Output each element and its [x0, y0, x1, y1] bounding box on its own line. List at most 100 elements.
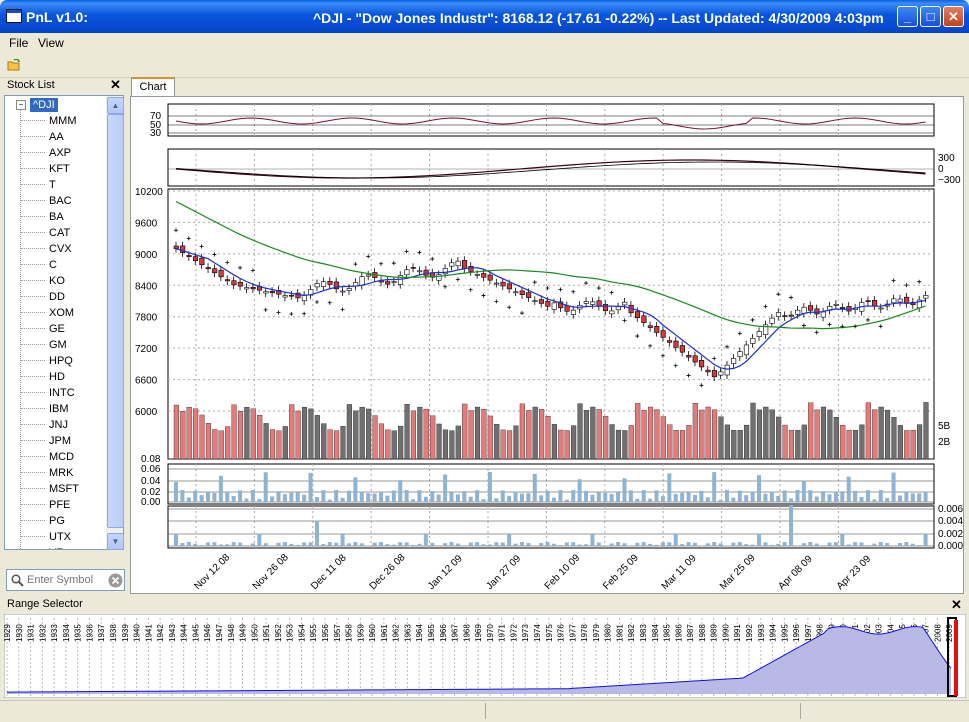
range-year-label: 1954	[297, 624, 306, 642]
title-bar[interactable]: PnL v1.0: ^DJI - "Dow Jones Industr": 81…	[0, 0, 969, 33]
tree-item-stock[interactable]: PFE	[49, 498, 70, 512]
tree-item-stock[interactable]: HD	[49, 370, 65, 384]
indicator-bar	[437, 494, 441, 502]
tree-item-stock[interactable]: MMM	[49, 114, 77, 128]
volume-bar	[187, 407, 192, 459]
scroll-up-arrow-icon[interactable]: ▲	[107, 97, 124, 114]
tree-connector	[21, 360, 45, 361]
volume-bar	[232, 405, 237, 459]
tree-item-stock[interactable]: CVX	[49, 242, 72, 256]
range-year-label: 1945	[191, 624, 200, 642]
volume-bar	[533, 407, 538, 459]
tree-item-stock[interactable]: BA	[49, 210, 64, 224]
range-year-label: 1952	[274, 624, 283, 642]
range-selector-close-button[interactable]: ✕	[951, 597, 962, 613]
tree-item-stock[interactable]: IBM	[49, 402, 69, 416]
tree-item-stock[interactable]: GE	[49, 322, 65, 336]
volume-bar	[430, 416, 435, 459]
menu-file[interactable]: File	[9, 36, 28, 50]
scroll-down-arrow-icon[interactable]: ▼	[107, 533, 124, 550]
volume-bar	[725, 425, 730, 459]
indicator-bar	[328, 500, 332, 502]
tree-item-stock[interactable]: T	[49, 178, 56, 192]
open-folder-icon[interactable]	[7, 59, 21, 71]
tree-item-stock[interactable]: UTX	[49, 530, 71, 544]
range-year-label: 1974	[533, 624, 542, 642]
indicator-tick-label: 0.06	[141, 464, 161, 475]
volume-bar	[661, 417, 666, 459]
indicator-bar	[366, 493, 370, 502]
tree-item-stock[interactable]: MCD	[49, 450, 74, 464]
tree-item-stock[interactable]: CAT	[49, 226, 70, 240]
indicator-bar	[802, 543, 806, 546]
indicator-bar	[680, 493, 684, 502]
tree-connector	[21, 152, 45, 153]
tree-item-stock[interactable]: AA	[49, 130, 64, 144]
stock-list-scrollbar[interactable]: ▲ ▼	[106, 96, 123, 549]
minimize-button[interactable]: _	[897, 6, 918, 27]
volume-bar	[898, 425, 903, 459]
candle	[552, 303, 557, 310]
tree-item-stock[interactable]: C	[49, 258, 57, 272]
candle	[456, 261, 461, 266]
tree-connector	[21, 264, 45, 265]
close-window-button[interactable]: ✕	[943, 6, 964, 27]
maximize-button[interactable]: □	[920, 6, 941, 27]
range-year-label: 1959	[356, 624, 365, 642]
candle	[802, 307, 807, 313]
candle	[405, 270, 410, 275]
indicator-bar	[302, 495, 306, 502]
scroll-thumb[interactable]	[107, 114, 124, 528]
range-year-label: 1944	[180, 624, 189, 642]
candle	[840, 307, 845, 308]
tree-connector	[21, 424, 45, 425]
volume-bar	[693, 403, 698, 459]
tree-item-stock[interactable]: PG	[49, 514, 65, 528]
tree-connector	[21, 232, 45, 233]
tree-item-stock[interactable]: HPQ	[49, 354, 73, 368]
indicator-bar	[533, 474, 537, 502]
indicator-bar	[898, 543, 902, 546]
tree-item-stock[interactable]: GM	[49, 338, 67, 352]
tree-item-stock[interactable]: KO	[49, 274, 65, 288]
indicator-bar	[751, 545, 755, 546]
tree-item-stock[interactable]: DD	[49, 290, 65, 304]
tree-item-stock[interactable]: XOM	[49, 306, 74, 320]
indicator-bar	[398, 480, 402, 502]
volume-bar	[789, 430, 794, 459]
tab-chart[interactable]: Chart	[131, 77, 175, 97]
tree-item-stock[interactable]: BAC	[49, 194, 72, 208]
clear-icon[interactable]	[108, 573, 123, 588]
tree-item-stock[interactable]: VZ	[49, 546, 63, 550]
indicator-bar	[309, 542, 313, 546]
volume-bar	[520, 404, 525, 459]
indicator-bar	[648, 544, 652, 546]
indicator-bar	[821, 491, 825, 502]
candle	[411, 267, 416, 268]
indicator-bar	[494, 498, 498, 502]
symbol-input[interactable]	[27, 572, 105, 587]
candle	[674, 341, 679, 347]
tree-item-stock[interactable]: JNJ	[49, 418, 68, 432]
tree-item-stock[interactable]: JPM	[49, 434, 71, 448]
tree-item-root[interactable]: ^DJI	[30, 98, 58, 112]
volume-bar	[494, 424, 499, 459]
indicator-bar	[309, 473, 313, 502]
tree-item-stock[interactable]: KFT	[49, 162, 70, 176]
tree-item-stock[interactable]: MRK	[49, 466, 73, 480]
menu-view[interactable]: View	[38, 36, 64, 50]
indicator-bar	[783, 542, 787, 546]
stock-list-close-button[interactable]: ✕	[110, 77, 121, 93]
tree-item-stock[interactable]: MSFT	[49, 482, 79, 496]
indicator-bar	[712, 542, 716, 546]
tree-item-stock[interactable]: INTC	[49, 386, 75, 400]
candle	[360, 277, 365, 286]
indicator-bar	[834, 542, 838, 546]
volume-bar	[757, 410, 762, 459]
range-year-label: 1986	[674, 624, 683, 642]
stock-chart[interactable]: 7050301020096009000840078007200660060003…	[130, 96, 964, 594]
tree-item-stock[interactable]: AXP	[49, 146, 71, 160]
candle	[744, 345, 749, 355]
indicator-bar	[834, 493, 838, 502]
